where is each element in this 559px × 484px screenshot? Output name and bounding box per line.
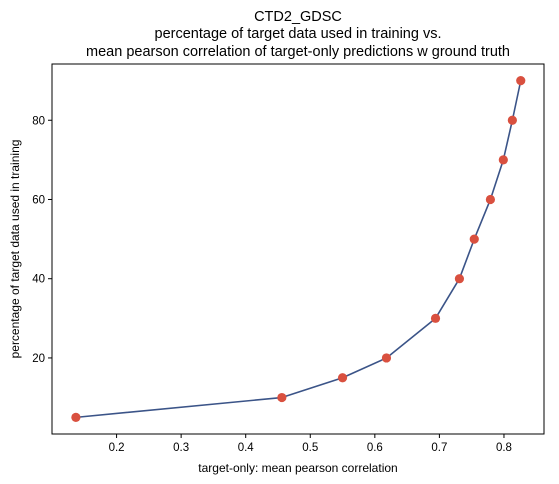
- x-tick-label: 0.6: [367, 442, 383, 454]
- y-axis-label: percentage of target data used in traini…: [8, 140, 22, 359]
- data-point: [516, 76, 526, 86]
- chart-title-line-3: mean pearson correlation of target-only …: [86, 44, 510, 60]
- data-point: [430, 313, 441, 323]
- chart-title-line-2: percentage of target data used in traini…: [155, 26, 442, 42]
- x-tick-label: 0.3: [173, 442, 189, 454]
- y-axis-ticks: 20 40 60 80: [32, 115, 52, 365]
- plot-area-frame: [51, 63, 545, 435]
- data-point: [454, 274, 465, 284]
- x-axis-label: target-only: mean pearson correlation: [198, 461, 397, 475]
- x-tick-label: 0.7: [431, 442, 447, 454]
- chart-title-line-1: CTD2_GDSC: [254, 9, 342, 25]
- data-point: [469, 234, 479, 244]
- y-tick-label: 20: [32, 353, 45, 365]
- data-point: [277, 392, 287, 403]
- series-group: [71, 76, 526, 422]
- data-point: [71, 412, 81, 422]
- x-axis-ticks: 0.2 0.3 0.4 0.5 0.6 0.7 0.8: [109, 434, 512, 454]
- x-tick-label: 0.2: [109, 442, 125, 454]
- x-tick-label: 0.5: [302, 442, 318, 454]
- y-tick-label: 80: [32, 115, 45, 127]
- data-point: [507, 115, 517, 125]
- y-tick-label: 60: [32, 194, 45, 206]
- chart-title: CTD2_GDSC percentage of target data used…: [86, 9, 510, 60]
- data-point: [337, 373, 348, 383]
- x-tick-label: 0.8: [496, 442, 512, 454]
- data-point: [498, 155, 508, 165]
- data-point: [485, 194, 496, 205]
- series-line: [75, 80, 522, 419]
- y-tick-label: 40: [32, 274, 45, 286]
- x-tick-label: 0.4: [238, 442, 255, 454]
- data-point: [381, 353, 392, 363]
